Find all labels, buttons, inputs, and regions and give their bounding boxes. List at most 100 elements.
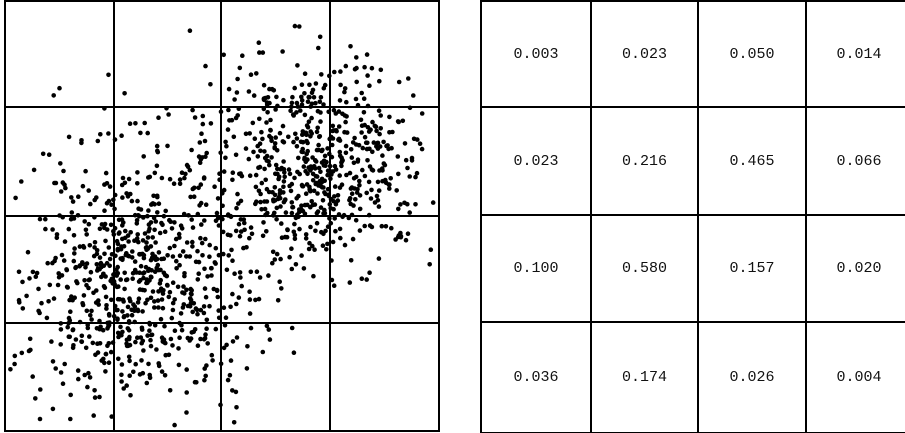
scatter-point bbox=[325, 172, 330, 178]
scatter-point bbox=[281, 97, 286, 103]
scatter-point bbox=[405, 231, 411, 236]
scatter-point bbox=[137, 287, 143, 292]
scatter-point bbox=[80, 301, 85, 306]
scatter-point bbox=[101, 284, 107, 289]
scatter-point bbox=[318, 205, 324, 210]
scatter-point bbox=[120, 195, 125, 200]
scatter-point bbox=[146, 175, 151, 180]
scatter-point bbox=[229, 117, 235, 123]
scatter-point bbox=[152, 299, 157, 304]
scatter-point bbox=[118, 324, 123, 330]
scatter-point bbox=[236, 295, 242, 300]
scatter-point bbox=[177, 262, 182, 268]
scatter-point bbox=[360, 145, 366, 151]
scatter-point bbox=[135, 198, 140, 204]
scatter-point bbox=[88, 269, 94, 275]
scatter-point bbox=[105, 343, 110, 349]
scatter-point bbox=[318, 95, 324, 100]
scatter-point bbox=[70, 199, 76, 204]
scatter-point bbox=[223, 139, 228, 145]
scatter-point bbox=[16, 269, 22, 275]
scatter-point bbox=[202, 366, 207, 371]
scatter-point bbox=[308, 168, 313, 173]
scatter-point bbox=[340, 157, 345, 163]
scatter-point bbox=[202, 286, 208, 291]
scatter-point bbox=[68, 392, 73, 398]
scatter-point bbox=[83, 168, 88, 174]
scatter-point bbox=[375, 179, 381, 185]
scatter-point bbox=[120, 257, 125, 263]
scatter-point bbox=[386, 146, 391, 152]
scatter-point bbox=[234, 335, 240, 340]
scatter-point bbox=[309, 131, 315, 136]
scatter-point bbox=[280, 123, 286, 129]
scatter-point bbox=[277, 279, 283, 285]
scatter-point bbox=[155, 148, 160, 154]
scatter-point bbox=[57, 85, 62, 91]
scatter-point bbox=[141, 154, 146, 159]
scatter-point bbox=[364, 190, 370, 196]
scatter-point bbox=[169, 315, 175, 321]
scatter-point bbox=[237, 233, 243, 239]
scatter-point bbox=[337, 149, 343, 155]
scatter-point bbox=[132, 304, 138, 309]
scatter-point bbox=[172, 297, 177, 302]
scatter-point bbox=[180, 249, 186, 254]
scatter-point bbox=[198, 156, 204, 162]
scatter-point bbox=[140, 338, 146, 344]
scatter-point bbox=[114, 307, 119, 313]
scatter-point bbox=[304, 182, 310, 187]
scatter-point bbox=[231, 134, 237, 140]
scatter-point bbox=[196, 185, 201, 191]
scatter-point bbox=[354, 79, 360, 85]
scatter-point bbox=[294, 196, 300, 201]
scatter-point bbox=[394, 188, 400, 193]
scatter-point bbox=[299, 102, 305, 108]
scatter-point bbox=[279, 286, 284, 291]
scatter-point bbox=[315, 209, 321, 214]
scatter-point bbox=[281, 184, 286, 190]
scatter-point bbox=[245, 344, 250, 349]
scatter-point bbox=[151, 193, 156, 199]
scatter-point bbox=[228, 304, 233, 310]
scatter-point bbox=[275, 298, 281, 303]
scatter-point bbox=[27, 336, 33, 342]
scatter-point bbox=[295, 63, 300, 68]
scatter-point bbox=[288, 188, 294, 194]
scatter-point bbox=[61, 168, 66, 174]
scatter-point bbox=[198, 182, 204, 187]
probability-table: 0.003 0.023 0.050 0.014 0.023 0.216 0.46… bbox=[480, 0, 905, 433]
scatter-point bbox=[192, 327, 198, 332]
scatter-point bbox=[259, 129, 264, 135]
scatter-point bbox=[209, 265, 214, 271]
scatter-point bbox=[197, 203, 202, 208]
scatter-point bbox=[365, 73, 370, 78]
scatter-point bbox=[80, 260, 85, 265]
scatter-points bbox=[8, 23, 436, 428]
scatter-point bbox=[106, 72, 111, 78]
scatter-point bbox=[79, 339, 85, 345]
scatter-point bbox=[282, 174, 288, 180]
scatter-point bbox=[377, 131, 382, 137]
scatter-point bbox=[268, 135, 274, 141]
scatter-point bbox=[162, 229, 168, 234]
scatter-point bbox=[226, 86, 232, 92]
scatter-point bbox=[351, 160, 357, 166]
scatter-point bbox=[315, 108, 321, 114]
scatter-point bbox=[315, 125, 321, 131]
scatter-point bbox=[280, 49, 285, 54]
scatter-point bbox=[79, 140, 84, 146]
scatter-point bbox=[156, 289, 161, 294]
scatter-point bbox=[313, 81, 319, 86]
scatter-point bbox=[230, 170, 236, 175]
scatter-point bbox=[166, 294, 172, 300]
scatter-point bbox=[67, 334, 72, 340]
scatter-point bbox=[152, 202, 157, 207]
scatter-point bbox=[221, 52, 226, 58]
scatter-point bbox=[165, 143, 170, 149]
scatter-point bbox=[107, 263, 112, 269]
scatter-point bbox=[260, 349, 266, 355]
scatter-point bbox=[419, 111, 425, 116]
scatter-point bbox=[330, 123, 336, 129]
scatter-point bbox=[291, 350, 297, 356]
